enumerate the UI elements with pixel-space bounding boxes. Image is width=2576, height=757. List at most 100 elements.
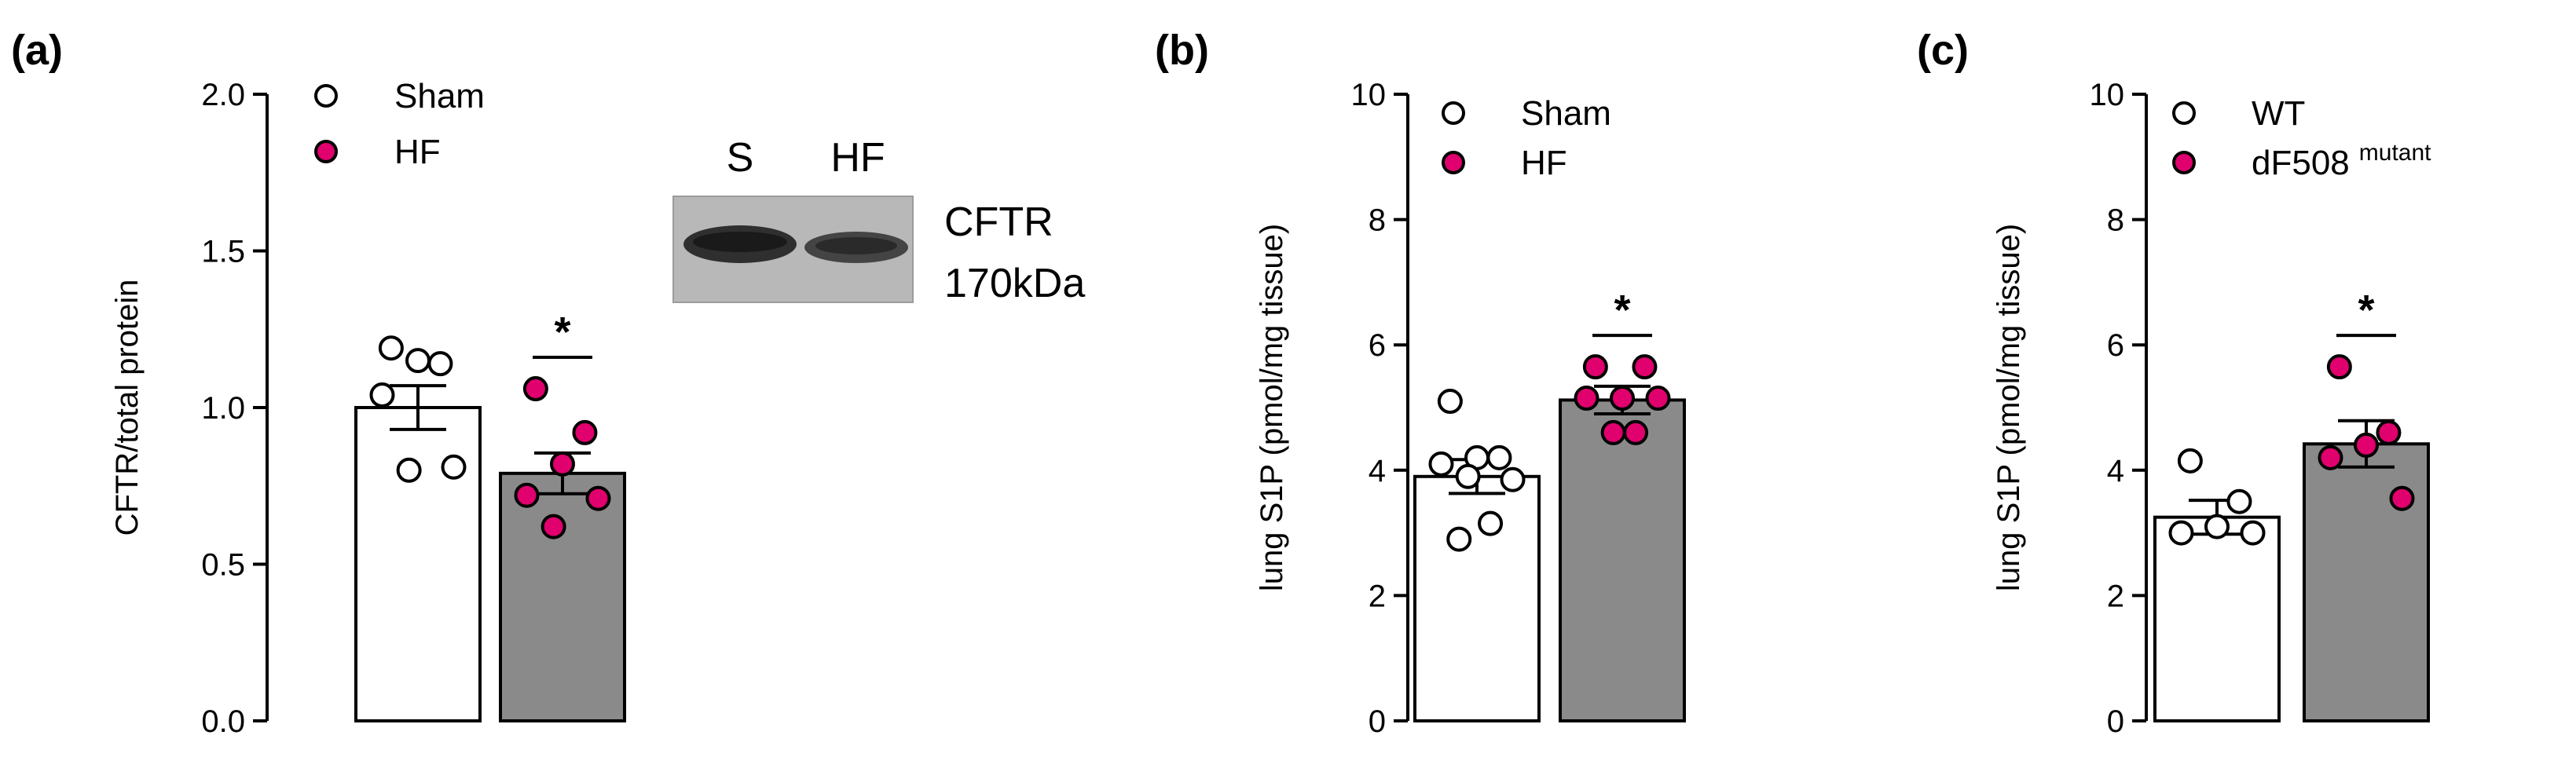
data-point-a-0-5 (396, 457, 422, 483)
data-point-a-0-4 (441, 454, 467, 480)
panel-a-chart: (a) CFTR/total protein 0.0 0.5 1.0 1.5 2.0 *… (11, 27, 1085, 739)
bar-c-0 (2153, 515, 2281, 723)
data-point-c-1-1 (2376, 419, 2402, 445)
data-point-b-1-6 (1623, 419, 1649, 445)
blot-protein-size: 170kDa (944, 261, 1085, 306)
panel-label-c: (c) (1917, 27, 1969, 74)
data-point-c-0-0 (2177, 448, 2203, 474)
blot-membrane-border (672, 196, 914, 303)
legend-label-b-1: HF (1521, 144, 1567, 182)
bar-b-1 (1559, 398, 1686, 722)
y-axis-title-a: CFTR/total protein (110, 280, 145, 536)
data-point-c-0-2 (2204, 514, 2230, 539)
y-tick-label-b-1: 2 (1369, 579, 1386, 613)
y-tick-label-c-2: 4 (2107, 454, 2124, 488)
data-point-a-0-2 (405, 348, 431, 374)
data-point-c-0-1 (2226, 488, 2252, 514)
legend-marker-b-1 (1442, 151, 1465, 174)
bar-a-1 (499, 471, 626, 722)
data-point-b-0-7 (1446, 526, 1472, 552)
data-point-b-1-2 (1610, 386, 1635, 411)
y-tick-label-a-2: 1.0 (201, 391, 245, 426)
bars-b: * (1413, 287, 1686, 723)
data-point-a-1-5 (540, 514, 566, 539)
data-point-a-1-4 (585, 485, 611, 511)
data-point-b-0-6 (1478, 510, 1504, 536)
bar-b-0 (1413, 474, 1541, 723)
data-point-a-0-1 (427, 351, 453, 377)
significance-star-c: * (2358, 287, 2374, 334)
legend-a: Sham HF (314, 77, 485, 171)
legend-label-a-0: Sham (394, 77, 485, 115)
data-point-a-1-1 (572, 419, 598, 445)
y-tick-label-b-0: 0 (1369, 704, 1386, 739)
data-point-b-0-3 (1428, 451, 1454, 477)
y-ticks-b: 0 2 4 6 8 10 (1351, 78, 1408, 739)
bars-a: * (354, 309, 626, 722)
legend-label-b-0: Sham (1521, 94, 1611, 133)
blot-lane-label-s: S (727, 135, 754, 181)
y-ticks-a: 0.0 0.5 1.0 1.5 2.0 (201, 78, 267, 739)
legend-marker-c-1 (2172, 151, 2196, 174)
data-point-a-1-2 (550, 451, 575, 477)
data-point-b-1-0 (1582, 354, 1608, 380)
y-tick-label-b-4: 8 (1369, 203, 1386, 238)
y-tick-label-c-0: 0 (2107, 704, 2124, 739)
bars-c: * (2153, 287, 2430, 723)
data-point-b-0-5 (1455, 463, 1481, 489)
blot-lane-label-hf: HF (830, 135, 885, 181)
data-point-b-0-4 (1500, 466, 1526, 492)
legend-marker-a-0 (314, 84, 338, 108)
bar-a-0 (354, 406, 482, 722)
y-tick-label-b-2: 4 (1369, 454, 1386, 488)
y-tick-label-c-3: 6 (2107, 328, 2124, 363)
y-tick-label-b-5: 10 (1351, 78, 1387, 112)
bar-c-1 (2303, 442, 2430, 722)
data-point-a-1-3 (514, 482, 540, 508)
data-point-c-0-3 (2168, 520, 2194, 546)
panel-label-a: (a) (11, 27, 63, 74)
significance-star-b: * (1614, 287, 1630, 334)
y-tick-label-a-3: 1.5 (201, 235, 245, 269)
data-point-b-0-0 (1437, 389, 1463, 415)
data-point-a-0-0 (378, 335, 404, 361)
y-axis-title-b: lung S1P (pmol/mg tissue) (1255, 224, 1289, 591)
data-point-b-1-4 (1645, 386, 1671, 411)
data-point-c-0-4 (2240, 520, 2266, 546)
data-point-c-1-3 (2318, 444, 2343, 470)
western-blot: S HF CFTR 170kDa (672, 135, 1085, 306)
data-point-a-0-3 (369, 382, 395, 408)
legend-label-c-1: dF508 mutant (2252, 140, 2431, 182)
legend-label-c-1-sup: mutant (2359, 140, 2431, 166)
legend-b: Sham HF (1442, 94, 1611, 182)
legend-marker-a-1 (314, 140, 338, 163)
panel-label-b: (b) (1155, 27, 1209, 74)
blot-protein-name: CFTR (944, 199, 1053, 245)
blot-band-hf-core (815, 237, 897, 254)
legend-label-a-1: HF (394, 133, 441, 171)
y-tick-label-a-1: 0.5 (201, 548, 245, 583)
legend-marker-c-0 (2172, 101, 2196, 125)
y-tick-label-b-3: 6 (1369, 328, 1386, 363)
data-point-c-1-0 (2326, 354, 2352, 380)
y-tick-label-a-0: 0.0 (201, 704, 245, 739)
y-ticks-c: 0 2 4 6 8 10 (2090, 78, 2146, 739)
data-point-b-0-1 (1486, 444, 1512, 470)
blot-band-sham-core (693, 232, 787, 252)
legend-label-c-0: WT (2252, 94, 2305, 133)
legend-marker-b-0 (1442, 101, 1465, 125)
legend-c: WT dF508 mutant (2172, 94, 2431, 182)
data-point-a-1-0 (522, 376, 548, 402)
y-tick-label-c-4: 8 (2107, 203, 2124, 238)
data-point-c-1-2 (2354, 432, 2379, 458)
data-point-b-1-1 (1632, 354, 1658, 380)
y-tick-label-c-1: 2 (2107, 579, 2124, 613)
legend-label-c-1-main: dF508 (2252, 144, 2350, 182)
data-point-b-1-5 (1600, 419, 1626, 445)
y-tick-label-a-4: 2.0 (201, 78, 245, 112)
y-axis-title-c: lung S1P (pmol/mg tissue) (1992, 224, 2026, 591)
data-point-b-1-3 (1574, 386, 1599, 411)
